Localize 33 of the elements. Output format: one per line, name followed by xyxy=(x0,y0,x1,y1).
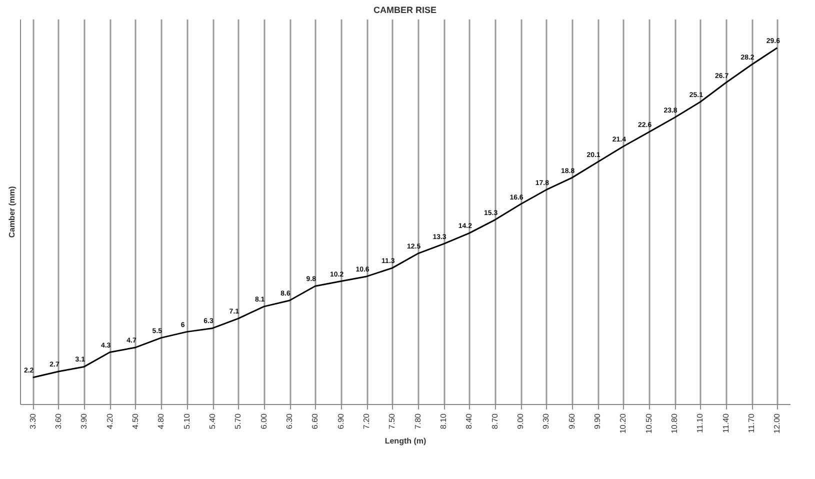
x-tick-label: 4.80 xyxy=(156,412,166,430)
x-tick-label: 11.40 xyxy=(721,412,730,433)
x-tick-label: 6.30 xyxy=(285,412,294,430)
x-tick-label: 8.40 xyxy=(464,412,474,430)
x-tick-label: 6.90 xyxy=(336,412,346,430)
x-tick-label: 10.80 xyxy=(670,412,679,434)
x-tick-label: 10.20 xyxy=(618,412,628,434)
x-tick-label: 9.00 xyxy=(516,412,525,430)
x-tick-label: 7.50 xyxy=(388,412,397,430)
x-tick-label: 4.50 xyxy=(131,412,140,430)
x-tick-label: 9.60 xyxy=(567,412,576,430)
x-tick-label: 3.30 xyxy=(28,412,38,430)
x-tick-label: 12.00 xyxy=(772,412,782,434)
y-axis-title: Camber (mm) xyxy=(8,186,16,238)
x-tick-label: 6.60 xyxy=(310,412,320,430)
x-tick-label: 5.40 xyxy=(208,412,217,430)
x-tick-label: 8.10 xyxy=(439,412,448,430)
x-tick-label: 6.00 xyxy=(259,412,268,430)
x-axis-title: Length (m) xyxy=(384,436,426,446)
x-tick-label: 4.20 xyxy=(105,412,114,430)
x-tick-label: 5.10 xyxy=(182,412,192,430)
x-tick-label: 11.10 xyxy=(696,412,705,433)
x-tick-label: 7.80 xyxy=(413,412,422,430)
x-tick-label: 7.20 xyxy=(362,412,371,430)
x-tick-label: 3.60 xyxy=(54,412,63,430)
x-tick-label: 5.70 xyxy=(234,412,243,430)
x-tick-label: 8.70 xyxy=(490,412,500,430)
x-tick-label: 9.30 xyxy=(542,412,551,430)
x-tick-label: 10.50 xyxy=(644,412,654,434)
chart-title: CAMBER RISE xyxy=(373,5,437,15)
x-tick-label: 3.90 xyxy=(80,412,89,430)
x-tick-label: 11.70 xyxy=(747,412,756,433)
x-tick-label: 9.90 xyxy=(593,412,602,430)
